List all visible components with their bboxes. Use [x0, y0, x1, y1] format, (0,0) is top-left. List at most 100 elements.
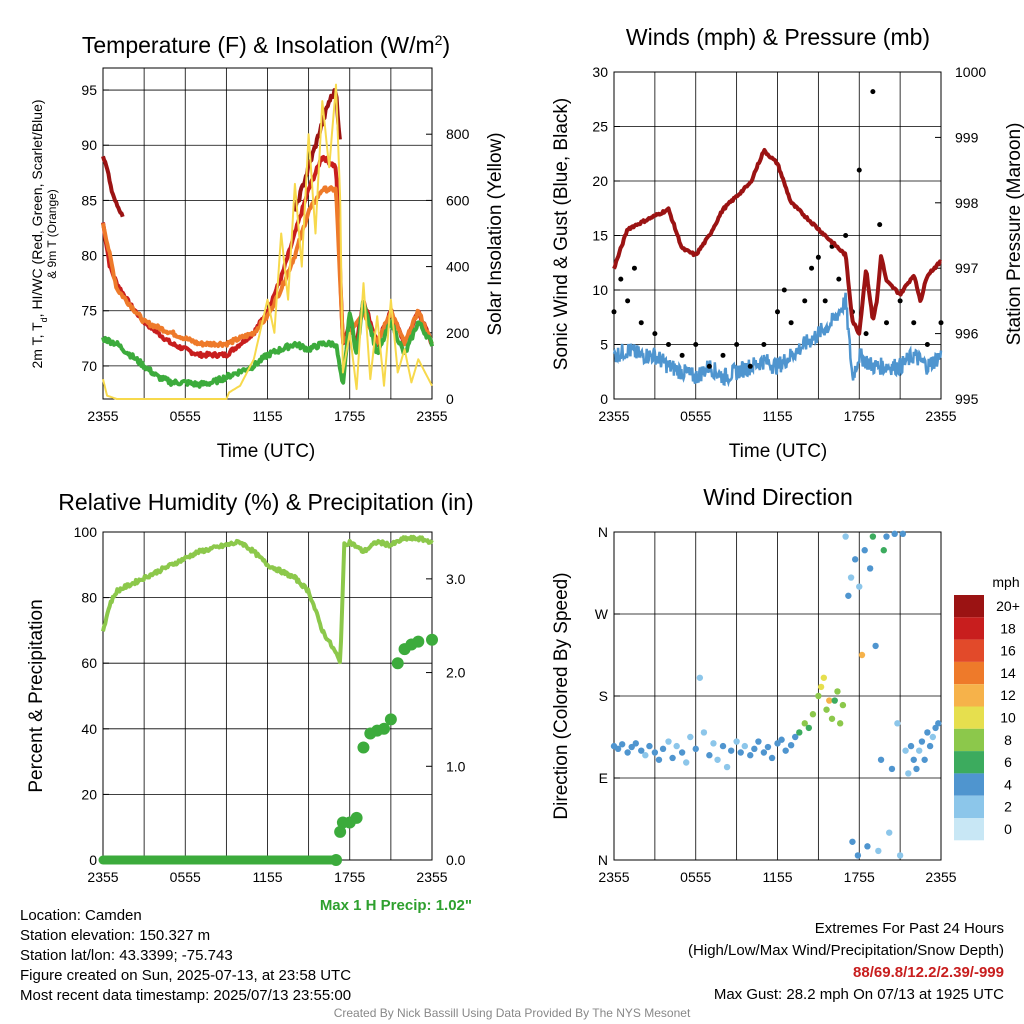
speed-legend-swatch	[954, 684, 984, 707]
temp-y-tick-label: 80	[81, 248, 97, 264]
direction-point	[858, 651, 866, 659]
direction-point	[755, 738, 762, 745]
wind-x-tick-label: 2355	[925, 408, 956, 424]
wind-gust-point	[897, 298, 903, 304]
temp-y2-tick-label: 0	[446, 391, 454, 407]
direction-point	[764, 743, 772, 751]
direction-point	[924, 729, 931, 736]
direction-point	[628, 743, 635, 751]
rh-panel: Relative Humidity (%) & Precipitation (i…	[26, 489, 474, 914]
dir-x-tick-label: 1155	[762, 869, 792, 885]
wind-y2-tick-label: 998	[955, 195, 979, 211]
temp-y2-tick-label: 200	[446, 325, 470, 341]
rh-y2-tick-label: 3.0	[446, 571, 466, 587]
direction-point	[918, 738, 926, 745]
dir-y-tick-label: S	[599, 688, 608, 704]
direction-point	[618, 741, 626, 748]
direction-point	[894, 720, 901, 727]
direction-point	[733, 738, 740, 745]
station-latlon: Station lat/lon: 43.3399; -75.743	[20, 947, 233, 964]
speed-legend-label: 16	[1000, 643, 1016, 659]
direction-point	[905, 770, 912, 777]
extremes-title: Extremes For Past 24 Hours	[814, 920, 1004, 937]
wind-y2-tick-label: 997	[955, 260, 979, 276]
direction-point	[659, 745, 667, 753]
wind-gust-point	[747, 363, 753, 369]
wind-y-tick-label: 0	[600, 391, 608, 407]
figure-created: Figure created on Sun, 2025-07-13, at 23…	[20, 967, 352, 984]
dir-y-tick-label: E	[599, 770, 608, 786]
temp-series-td	[101, 299, 434, 389]
wind-right-axis-label: Station Pressure (Maroon)	[1004, 123, 1024, 346]
wind-y-tick-label: 15	[592, 228, 608, 244]
direction-point	[834, 688, 841, 695]
speed-legend-label: 4	[1004, 776, 1012, 792]
temp-right-axis-label: Solar Insolation (Yellow)	[485, 132, 506, 335]
temp-left-axis-label-line1: 2m T, Td, HI/WC (Red, Green, Scarlet/Blu…	[29, 99, 49, 368]
direction-point	[706, 752, 713, 759]
speed-legend-swatch	[954, 751, 984, 774]
rh-y-tick-label: 40	[81, 721, 97, 737]
wind-gust-point	[870, 89, 876, 95]
wind-gust-point	[761, 342, 767, 347]
direction-point	[935, 720, 942, 727]
direction-point	[768, 754, 776, 762]
dir-y-tick-label: W	[595, 606, 609, 622]
direction-point	[719, 742, 727, 750]
speed-legend-swatch	[954, 706, 984, 729]
direction-point	[805, 724, 813, 732]
direction-point	[880, 547, 887, 554]
direction-point	[614, 745, 622, 753]
wind-gust-point	[836, 276, 842, 282]
dir-x-tick-label: 1755	[844, 869, 875, 885]
station-location: Location: Camden	[20, 907, 142, 924]
temp-series-hi-wc	[101, 155, 125, 218]
rh-y-tick-label: 80	[81, 590, 97, 606]
direction-point	[801, 720, 808, 727]
direction-point	[774, 740, 781, 747]
rh-y-tick-label: 100	[74, 524, 98, 540]
wind-gust-point	[638, 320, 644, 326]
dir-panel-title: Wind Direction	[703, 484, 853, 510]
rh-y-tick-label: 60	[81, 655, 97, 671]
wind-gust-point	[693, 342, 699, 347]
station-info: Location: Camden Station elevation: 150.…	[20, 906, 351, 1006]
dir-y-tick-label: N	[598, 524, 608, 540]
direction-point	[796, 729, 803, 736]
rh-x-tick-label: 2355	[416, 869, 447, 885]
speed-legend-swatch	[954, 728, 984, 752]
wind-x-tick-label: 1155	[762, 408, 792, 424]
speed-legend-label: 18	[1000, 620, 1016, 636]
temp-x-axis-label: Time (UTC)	[217, 441, 316, 462]
temp-panel: Temperature (F) & Insolation (W/m2) 2m T…	[29, 32, 506, 462]
temp-y2-tick-label: 600	[446, 192, 470, 208]
direction-point	[866, 565, 874, 572]
speed-legend-label: 6	[1004, 754, 1012, 770]
rh-y-tick-label: 0	[89, 852, 97, 868]
speed-legend-swatch	[954, 818, 984, 841]
speed-legend-label: 8	[1004, 732, 1012, 748]
temp-x-tick-label: 1155	[252, 408, 282, 424]
wind-gust-point	[822, 298, 828, 304]
precip-point	[334, 825, 347, 838]
direction-point	[673, 742, 680, 750]
wind-panel-title: Winds (mph) & Pressure (mb)	[626, 24, 930, 50]
rh-panel-title: Relative Humidity (%) & Precipitation (i…	[58, 489, 473, 515]
direction-point	[861, 547, 868, 554]
wind-y-tick-label: 30	[592, 64, 608, 80]
direction-point	[845, 592, 852, 599]
direction-point	[849, 838, 856, 845]
direction-point	[747, 752, 754, 759]
direction-point	[856, 583, 863, 590]
wind-gust-point	[781, 287, 787, 293]
direction-point	[823, 706, 830, 713]
direction-point	[815, 692, 822, 700]
wind-gust-point	[618, 276, 624, 282]
direction-point	[828, 715, 836, 722]
temp-y-tick-label: 95	[81, 82, 97, 98]
speed-legend-label: 10	[1000, 710, 1016, 726]
rh-y2-tick-label: 2.0	[446, 665, 466, 681]
direction-point	[678, 749, 686, 756]
speed-legend-swatch	[954, 773, 984, 796]
rh-x-tick-label: 1755	[334, 869, 365, 885]
